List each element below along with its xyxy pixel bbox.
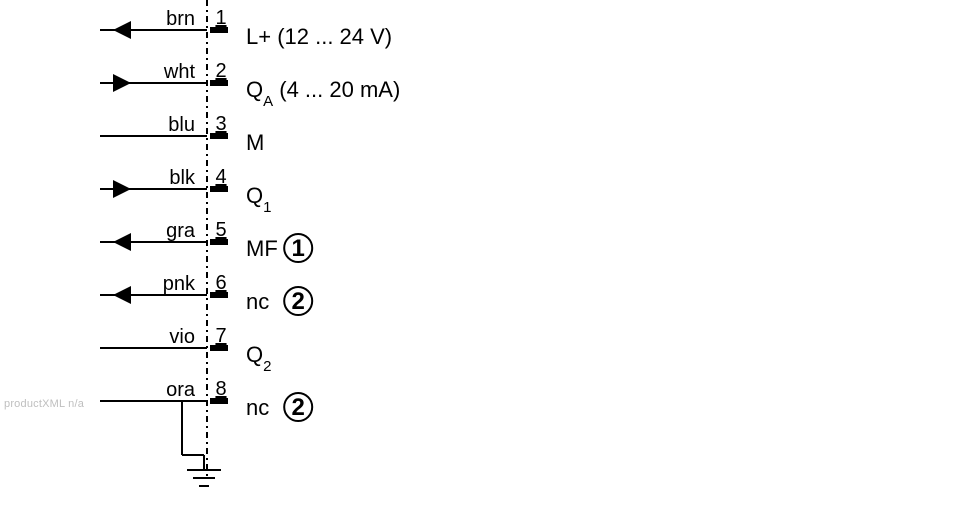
pin-number: 6 <box>215 272 226 294</box>
annotation-number: 2 <box>292 288 305 315</box>
wire-color-label: vio <box>169 326 195 348</box>
wire-color-label: ora <box>166 379 196 401</box>
pin-number: 8 <box>215 378 226 400</box>
arrow-right-icon <box>113 180 131 198</box>
arrow-left-icon <box>113 21 131 39</box>
pin-description: Q2 <box>246 342 271 375</box>
pin-description: nc <box>246 289 269 314</box>
pin-number: 1 <box>215 7 226 29</box>
wire-color-label: wht <box>163 61 196 83</box>
pin-number: 5 <box>215 219 226 241</box>
pin-description: nc <box>246 395 269 420</box>
pin-number: 3 <box>215 113 226 135</box>
pin-number: 4 <box>215 166 226 188</box>
wiring-diagram: brn 1 L+ (12 ... 24 V) wht 2 QA (4 ... 20 mA)… <box>0 0 970 520</box>
watermark-text: productXML n/a <box>4 398 84 410</box>
annotation-number: 2 <box>292 394 305 421</box>
pin-description: L+ (12 ... 24 V) <box>246 24 392 49</box>
pin-description: MF <box>246 236 278 261</box>
arrow-left-icon <box>113 233 131 251</box>
wire-color-label: brn <box>166 8 195 30</box>
wire-color-label: gra <box>166 220 196 242</box>
wire-color-label: blk <box>169 167 196 189</box>
pin-description: QA (4 ... 20 mA) <box>246 77 400 110</box>
wire-color-label: pnk <box>163 273 196 295</box>
annotation-number: 1 <box>292 235 305 262</box>
pin-number: 2 <box>215 60 226 82</box>
pin-description: M <box>246 130 264 155</box>
pin-description: Q1 <box>246 183 271 216</box>
arrow-right-icon <box>113 74 131 92</box>
wire-color-label: blu <box>168 114 195 136</box>
arrow-left-icon <box>113 286 131 304</box>
pin-number: 7 <box>215 325 226 347</box>
